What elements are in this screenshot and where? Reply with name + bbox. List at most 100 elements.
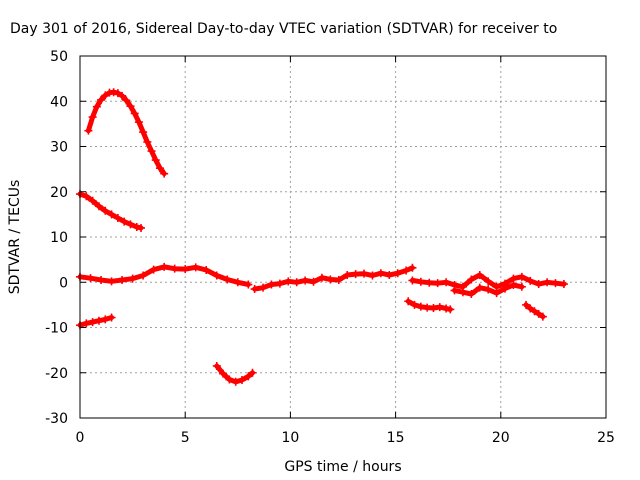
data-point — [97, 95, 106, 104]
data-point — [309, 277, 318, 286]
data-point — [429, 304, 438, 313]
data-point — [543, 278, 552, 287]
data-point — [267, 280, 276, 289]
data-point — [408, 263, 417, 272]
data-point — [94, 202, 103, 211]
data-point — [84, 126, 93, 135]
y-tick-label: -30 — [45, 411, 68, 427]
data-point — [250, 285, 259, 294]
x-tick-label: 0 — [76, 430, 85, 446]
data-point — [292, 278, 301, 287]
data-point — [530, 307, 539, 316]
data-point — [233, 278, 242, 287]
y-tick-label: 40 — [50, 94, 68, 110]
x-axis-label: GPS time / hours — [284, 459, 401, 475]
data-point — [534, 280, 543, 289]
data-point — [113, 89, 122, 98]
data-point — [149, 265, 158, 274]
x-tick-label: 10 — [281, 430, 299, 446]
x-tick-label: 5 — [181, 430, 190, 446]
data-point — [559, 280, 568, 289]
y-tick-label: 10 — [50, 230, 68, 246]
data-point — [492, 289, 501, 298]
data-point — [143, 137, 152, 146]
data-point — [475, 283, 484, 292]
data-point — [334, 275, 343, 284]
data-point — [212, 271, 221, 280]
data-point — [522, 300, 531, 309]
data-point — [134, 118, 143, 127]
data-point — [301, 276, 310, 285]
data-point — [484, 277, 493, 286]
data-point — [446, 305, 455, 314]
data-point — [160, 169, 169, 178]
gridlines — [80, 56, 606, 418]
data-point — [526, 276, 535, 285]
data-point — [517, 272, 526, 281]
x-tick-label: 15 — [387, 430, 405, 446]
data-point — [113, 213, 122, 222]
axis-ticks: 0 5 10 15 20 25 -30 -20 -10 0 10 20 30 40 50 — [45, 49, 615, 446]
data-point — [467, 275, 476, 284]
data-point — [92, 102, 101, 111]
data-point — [244, 372, 253, 381]
data-point — [82, 319, 91, 328]
data-point — [101, 91, 110, 100]
data-point — [231, 377, 240, 386]
data-point — [343, 271, 352, 280]
series-arc-7 — [404, 297, 455, 314]
series-arc-2 — [76, 190, 146, 232]
data-point — [404, 297, 413, 306]
data-point — [122, 96, 131, 105]
x-tick-label: 25 — [597, 430, 615, 446]
data-point — [360, 269, 369, 278]
data-point — [151, 156, 160, 165]
data-point — [442, 278, 451, 287]
series-arc-10 — [522, 300, 547, 321]
data-point — [509, 280, 518, 289]
y-tick-label: 0 — [59, 275, 68, 291]
data-point — [416, 277, 425, 286]
data-point — [107, 277, 116, 286]
data-point — [458, 288, 467, 297]
data-point — [101, 315, 110, 324]
series-arc-3 — [76, 262, 253, 289]
series-arc-5 — [212, 361, 257, 386]
data-point — [538, 312, 547, 321]
data-point — [88, 113, 97, 122]
data-point — [94, 316, 103, 325]
data-point — [351, 270, 360, 279]
data-point — [223, 275, 232, 284]
data-point — [517, 282, 526, 291]
data-point — [284, 277, 293, 286]
data-point — [259, 283, 268, 292]
data-point — [120, 217, 129, 226]
x-tick-label: 20 — [492, 430, 510, 446]
y-tick-label: -20 — [45, 366, 68, 382]
y-tick-label: 20 — [50, 185, 68, 201]
data-point — [385, 271, 394, 280]
y-tick-label: -10 — [45, 321, 68, 337]
data-point — [317, 273, 326, 282]
data-point — [275, 279, 284, 288]
data-point — [139, 128, 148, 137]
data-point — [88, 196, 97, 205]
data-point — [109, 88, 118, 97]
data-point — [410, 300, 419, 309]
data-point — [212, 361, 221, 370]
data-point — [147, 147, 156, 156]
data-point — [181, 265, 190, 274]
data-point — [107, 313, 116, 322]
data-point — [202, 266, 211, 275]
data-point — [416, 302, 425, 311]
data-point — [326, 275, 335, 284]
data-point — [467, 290, 476, 299]
data-point — [160, 262, 169, 271]
series-arc-6 — [250, 263, 417, 294]
data-point — [107, 210, 116, 219]
data-point — [435, 303, 444, 312]
data-series — [76, 88, 568, 386]
data-point — [376, 269, 385, 278]
data-point — [248, 368, 257, 377]
